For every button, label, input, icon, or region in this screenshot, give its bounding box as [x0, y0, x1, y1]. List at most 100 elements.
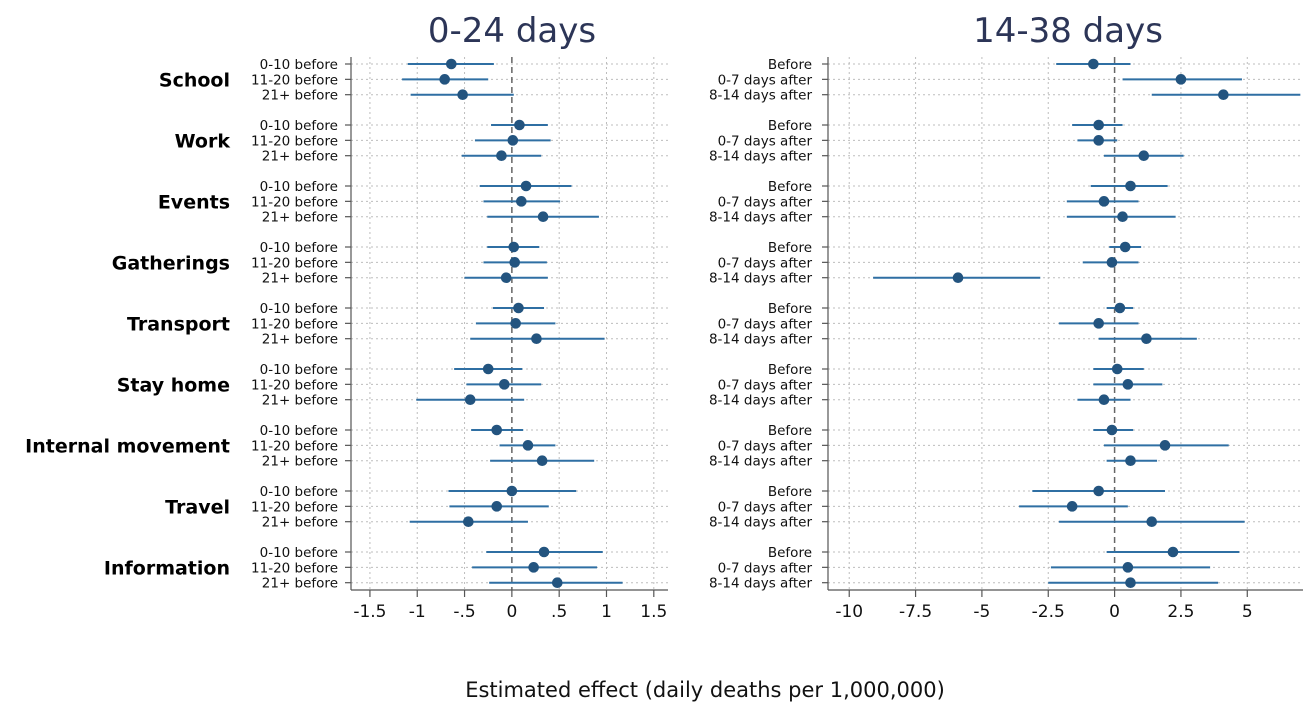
group-label: Events: [158, 191, 230, 213]
row-label: 11-20 before: [251, 255, 338, 271]
row-label: Before: [768, 179, 812, 195]
point-estimate: [522, 440, 534, 451]
point-estimate: [508, 241, 520, 253]
panel-title: 14-38 days: [973, 11, 1163, 51]
row-label: 0-7 days after: [718, 560, 813, 576]
x-tick-label: 1: [601, 602, 612, 622]
x-tick-label: -2.5: [1032, 602, 1065, 622]
point-estimate: [1093, 485, 1104, 497]
row-label: 21+ before: [262, 271, 338, 287]
group-label: Transport: [127, 313, 230, 335]
point-estimate: [514, 119, 525, 131]
point-estimate: [1093, 135, 1104, 146]
row-label: 0-10 before: [260, 118, 338, 134]
x-tick-label: -1.5: [353, 602, 386, 622]
row-label: 8-14 days after: [709, 210, 812, 226]
row-label: 8-14 days after: [709, 88, 812, 104]
point-estimate: [528, 562, 539, 573]
point-estimate: [1146, 516, 1158, 527]
row-label: Before: [768, 57, 812, 73]
point-estimate: [1141, 333, 1152, 345]
point-estimate: [457, 89, 468, 100]
point-estimate: [463, 516, 474, 527]
row-label: 0-10 before: [260, 484, 338, 500]
point-estimate: [538, 546, 550, 558]
point-estimate: [952, 272, 964, 284]
x-tick-label: -5: [973, 602, 990, 622]
row-label: 11-20 before: [251, 438, 338, 454]
point-estimate: [1122, 379, 1134, 390]
x-tick-label: 2.5: [1167, 602, 1194, 622]
point-estimate: [1066, 501, 1078, 512]
row-label: Before: [768, 545, 812, 561]
group-label: Work: [175, 130, 231, 152]
row-label: 21+ before: [262, 210, 338, 226]
point-estimate: [1138, 150, 1150, 161]
point-estimate: [520, 180, 532, 192]
point-estimate: [1119, 241, 1131, 253]
group-label: Travel: [165, 496, 230, 518]
row-label: 11-20 before: [251, 560, 338, 576]
row-label: 8-14 days after: [709, 515, 812, 531]
point-estimate: [1167, 546, 1179, 558]
row-label: 8-14 days after: [709, 332, 812, 348]
row-label: 0-10 before: [260, 423, 338, 439]
row-label: 21+ before: [262, 576, 338, 592]
x-tick-label: .5: [551, 602, 567, 622]
point-estimate: [509, 257, 521, 268]
row-label: 0-7 days after: [718, 255, 813, 271]
point-estimate: [1125, 180, 1136, 192]
x-axis-title: Estimated effect (daily deaths per 1,000…: [465, 678, 945, 702]
row-label: Before: [768, 118, 812, 134]
point-estimate: [507, 135, 519, 146]
row-label: 11-20 before: [251, 194, 338, 210]
x-tick-label: -.5: [453, 602, 475, 622]
point-estimate: [513, 302, 524, 314]
row-label: 0-7 days after: [718, 499, 813, 515]
point-estimate: [498, 379, 510, 390]
row-label: 21+ before: [262, 515, 338, 531]
point-estimate: [1106, 257, 1118, 268]
point-estimate: [496, 150, 507, 161]
point-estimate: [537, 211, 549, 222]
x-tick-label: -1: [409, 602, 426, 622]
group-label: School: [159, 69, 230, 91]
row-label: 0-10 before: [260, 545, 338, 561]
row-label: Before: [768, 484, 812, 500]
row-label: 21+ before: [262, 88, 338, 104]
point-estimate: [1111, 363, 1123, 375]
point-estimate: [491, 501, 503, 512]
point-estimate: [464, 394, 476, 406]
row-label: 0-10 before: [260, 240, 338, 256]
row-label: 11-20 before: [251, 377, 338, 393]
point-estimate: [531, 333, 542, 345]
row-label: 11-20 before: [251, 72, 338, 88]
row-label: 0-10 before: [260, 179, 338, 195]
group-label: Internal movement: [25, 435, 230, 457]
x-tick-label: 5: [1242, 602, 1253, 622]
point-estimate: [439, 74, 450, 85]
panel-0: 0-24 days -1.5 -1 -.5 0 .5 1 1.5 School 0-10 befo…: [25, 11, 668, 622]
row-label: 0-10 before: [260, 362, 338, 378]
point-estimate: [1093, 318, 1104, 329]
x-tick-label: 0: [1109, 602, 1120, 622]
row-label: 21+ before: [262, 332, 338, 348]
x-tick-label: -7.5: [899, 602, 932, 622]
point-estimate: [482, 363, 494, 375]
point-estimate: [1093, 119, 1104, 131]
point-estimate: [1088, 58, 1099, 70]
row-label: 8-14 days after: [709, 454, 812, 470]
point-estimate: [1114, 302, 1126, 314]
row-label: Before: [768, 423, 812, 439]
x-tick-label: -10: [835, 602, 863, 622]
point-estimate: [1175, 74, 1187, 85]
row-label: 11-20 before: [251, 133, 338, 149]
point-estimate: [1098, 196, 1110, 207]
row-label: Before: [768, 301, 812, 317]
point-estimate: [1122, 562, 1134, 573]
point-estimate: [446, 58, 457, 70]
panel-title: 0-24 days: [428, 11, 596, 51]
point-estimate: [1098, 394, 1110, 406]
point-estimate: [1159, 440, 1171, 451]
